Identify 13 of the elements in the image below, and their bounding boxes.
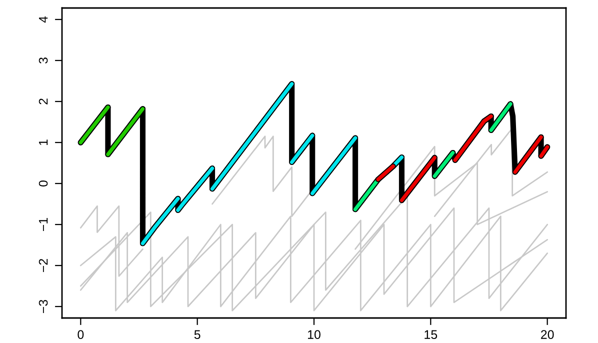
x-tick-label: 15: [424, 330, 438, 339]
y-tick-label: −2: [38, 259, 48, 272]
y-tick-label: −1: [39, 218, 48, 232]
y-tick-label: −3: [38, 300, 48, 314]
x-tick-label: 20: [541, 330, 554, 339]
y-tick-label: 1: [39, 140, 48, 146]
x-tick-label: 10: [308, 330, 320, 339]
y-tick-label: 0: [38, 180, 48, 186]
x-tick-label: 0: [78, 330, 84, 339]
x-tick-label: 5: [194, 330, 200, 339]
y-tick-label: 3: [38, 58, 48, 64]
y-tick-label: 4: [39, 16, 48, 23]
y-tick-label: 2: [38, 98, 48, 104]
